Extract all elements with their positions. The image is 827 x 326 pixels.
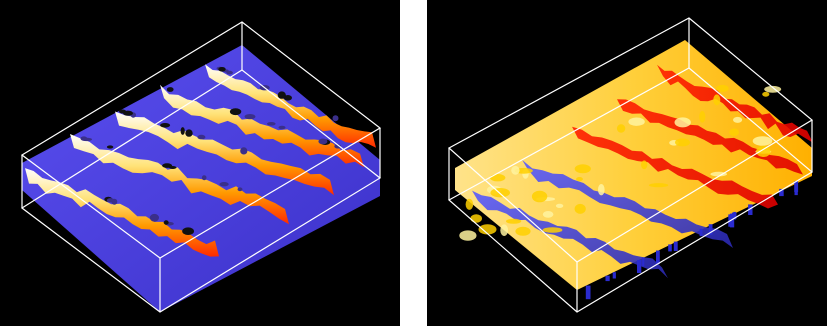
highlight-blob — [699, 111, 706, 123]
highlight-blob — [616, 124, 626, 133]
bounding-box-right — [447, 17, 814, 313]
highlight-blob — [506, 218, 522, 224]
speckle — [283, 95, 292, 101]
drip — [637, 260, 642, 273]
highlight-blob — [478, 224, 497, 235]
speckle — [332, 115, 339, 122]
highlight-blob — [648, 183, 669, 188]
highlight-blob — [470, 214, 482, 223]
speckle — [81, 137, 93, 142]
speckle — [267, 122, 276, 126]
speckle — [149, 213, 159, 222]
drip — [612, 272, 616, 279]
surface-plot-right-svg — [447, 17, 814, 313]
highlight-blob — [511, 165, 520, 175]
drip — [656, 250, 660, 264]
highlight-blob — [490, 188, 510, 198]
drip — [642, 257, 645, 267]
speckle — [166, 87, 174, 92]
speckle — [278, 125, 286, 130]
highlight-blob — [628, 117, 645, 126]
drip — [708, 224, 713, 235]
speckle — [237, 187, 243, 192]
highlight-blob — [713, 94, 721, 106]
highlight-blob — [716, 84, 729, 93]
speckle — [334, 144, 342, 149]
surface-plot-left — [0, 0, 400, 326]
ridge-band — [160, 84, 364, 168]
drip — [733, 211, 736, 220]
ridge-band — [205, 64, 376, 148]
speckle — [201, 175, 207, 181]
highlight-blob — [733, 116, 743, 123]
drip — [779, 188, 784, 197]
speckle — [162, 163, 173, 168]
drip — [673, 241, 678, 251]
band-stripe — [522, 159, 733, 248]
surface-plot-left-svg — [20, 21, 382, 313]
highlight-blob — [641, 160, 648, 170]
highlight-blob — [515, 226, 531, 236]
band-stripe — [572, 126, 778, 209]
speckle — [106, 198, 115, 203]
speckle — [318, 138, 328, 145]
highlight-blob — [762, 91, 770, 97]
highlight-blob — [674, 117, 691, 128]
ridge-band — [115, 111, 334, 196]
highlight-blob — [490, 174, 506, 182]
band-stripe — [617, 99, 803, 175]
speckle — [229, 108, 242, 116]
band-stripe — [657, 64, 813, 143]
speckle — [123, 110, 133, 116]
ridge-band — [70, 134, 289, 225]
drip — [748, 204, 753, 215]
drip — [729, 213, 735, 228]
highlight-blob — [459, 230, 477, 241]
drip — [585, 285, 591, 300]
highlight-blob — [574, 203, 586, 214]
speckle — [240, 147, 248, 155]
drip — [605, 275, 610, 282]
highlight-blob — [710, 171, 727, 177]
highlight-blob — [675, 138, 690, 147]
speckle — [160, 123, 171, 128]
speckle — [218, 67, 226, 72]
highlight-blob — [531, 190, 548, 203]
highlight-blob — [574, 164, 591, 174]
speckle — [185, 129, 193, 137]
speckle — [163, 220, 169, 225]
highlight-blob — [542, 211, 554, 218]
highlight-blob — [555, 203, 564, 208]
highlight-blob — [542, 227, 563, 233]
highlight-blob — [465, 198, 474, 210]
speckle — [106, 145, 114, 149]
speckle — [277, 91, 286, 99]
highlight-blob — [576, 177, 583, 182]
surface-plot-right — [427, 0, 827, 326]
speckle — [197, 134, 206, 140]
highlight-blob — [756, 145, 771, 157]
ridges-left — [25, 64, 376, 257]
speckle — [219, 182, 229, 187]
ridge-band — [25, 168, 219, 257]
speckle — [180, 127, 185, 135]
highlight-blob — [729, 128, 739, 137]
highlight-blob — [598, 184, 605, 196]
speckle — [244, 114, 256, 120]
highlight-blob — [500, 224, 509, 236]
bounding-box-left — [20, 21, 382, 313]
speckle — [182, 227, 195, 235]
highlight-blob — [752, 136, 773, 146]
drip — [794, 181, 798, 196]
speckle — [226, 70, 233, 75]
drip — [668, 244, 672, 252]
drip — [699, 228, 703, 237]
